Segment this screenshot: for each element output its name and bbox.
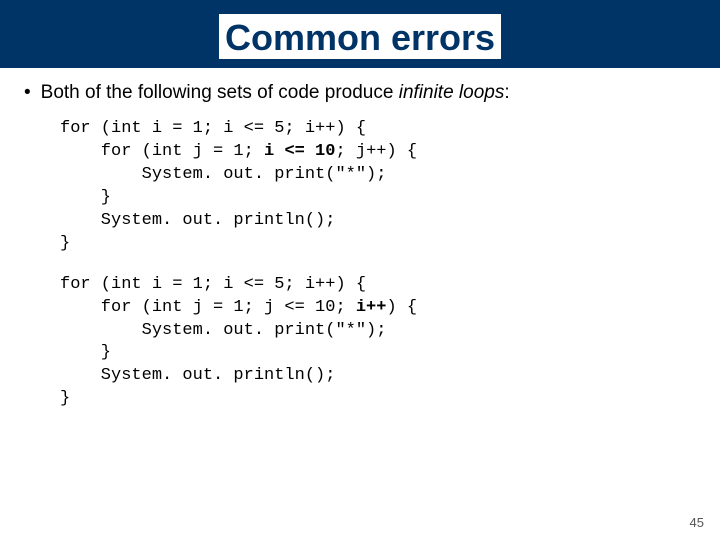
slide-title: Common errors — [219, 14, 501, 62]
code1-l6: } — [60, 234, 70, 253]
code2-l2c: ) { — [386, 298, 417, 317]
bullet-dot-icon: • — [24, 82, 31, 104]
code1-l4: } — [60, 188, 111, 207]
bullet-line: • Both of the following sets of code pro… — [24, 82, 696, 104]
code2-l5: System. out. println(); — [60, 366, 335, 385]
title-wrap: Common errors — [0, 14, 720, 62]
code1-l5: System. out. println(); — [60, 211, 335, 230]
bullet-text-before: Both of the following sets of code produ… — [41, 82, 399, 103]
code1-l1: for (int i = 1; i <= 5; i++) { — [60, 119, 366, 138]
header-band: Common errors — [0, 0, 720, 68]
code2-l2b: i++ — [356, 298, 387, 317]
code1-l3: System. out. print("*"); — [60, 165, 386, 184]
code2-l4: } — [60, 343, 111, 362]
code1-l2c: ; j++) { — [335, 142, 417, 161]
bullet-text-after: : — [504, 82, 509, 103]
code-block-2: for (int i = 1; i <= 5; i++) { for (int … — [60, 274, 696, 412]
code2-l1: for (int i = 1; i <= 5; i++) { — [60, 275, 366, 294]
code2-l6: } — [60, 389, 70, 408]
code2-l2a: for (int j = 1; j <= 10; — [60, 298, 356, 317]
bullet-text-italic: infinite loops — [399, 82, 505, 103]
bullet-text: Both of the following sets of code produ… — [41, 82, 510, 104]
code-block-1: for (int i = 1; i <= 5; i++) { for (int … — [60, 118, 696, 256]
page-number: 45 — [690, 515, 704, 530]
code1-l2b: i <= 10 — [264, 142, 335, 161]
code2-l3: System. out. print("*"); — [60, 321, 386, 340]
code1-l2a: for (int j = 1; — [60, 142, 264, 161]
content-area: • Both of the following sets of code pro… — [0, 68, 720, 411]
